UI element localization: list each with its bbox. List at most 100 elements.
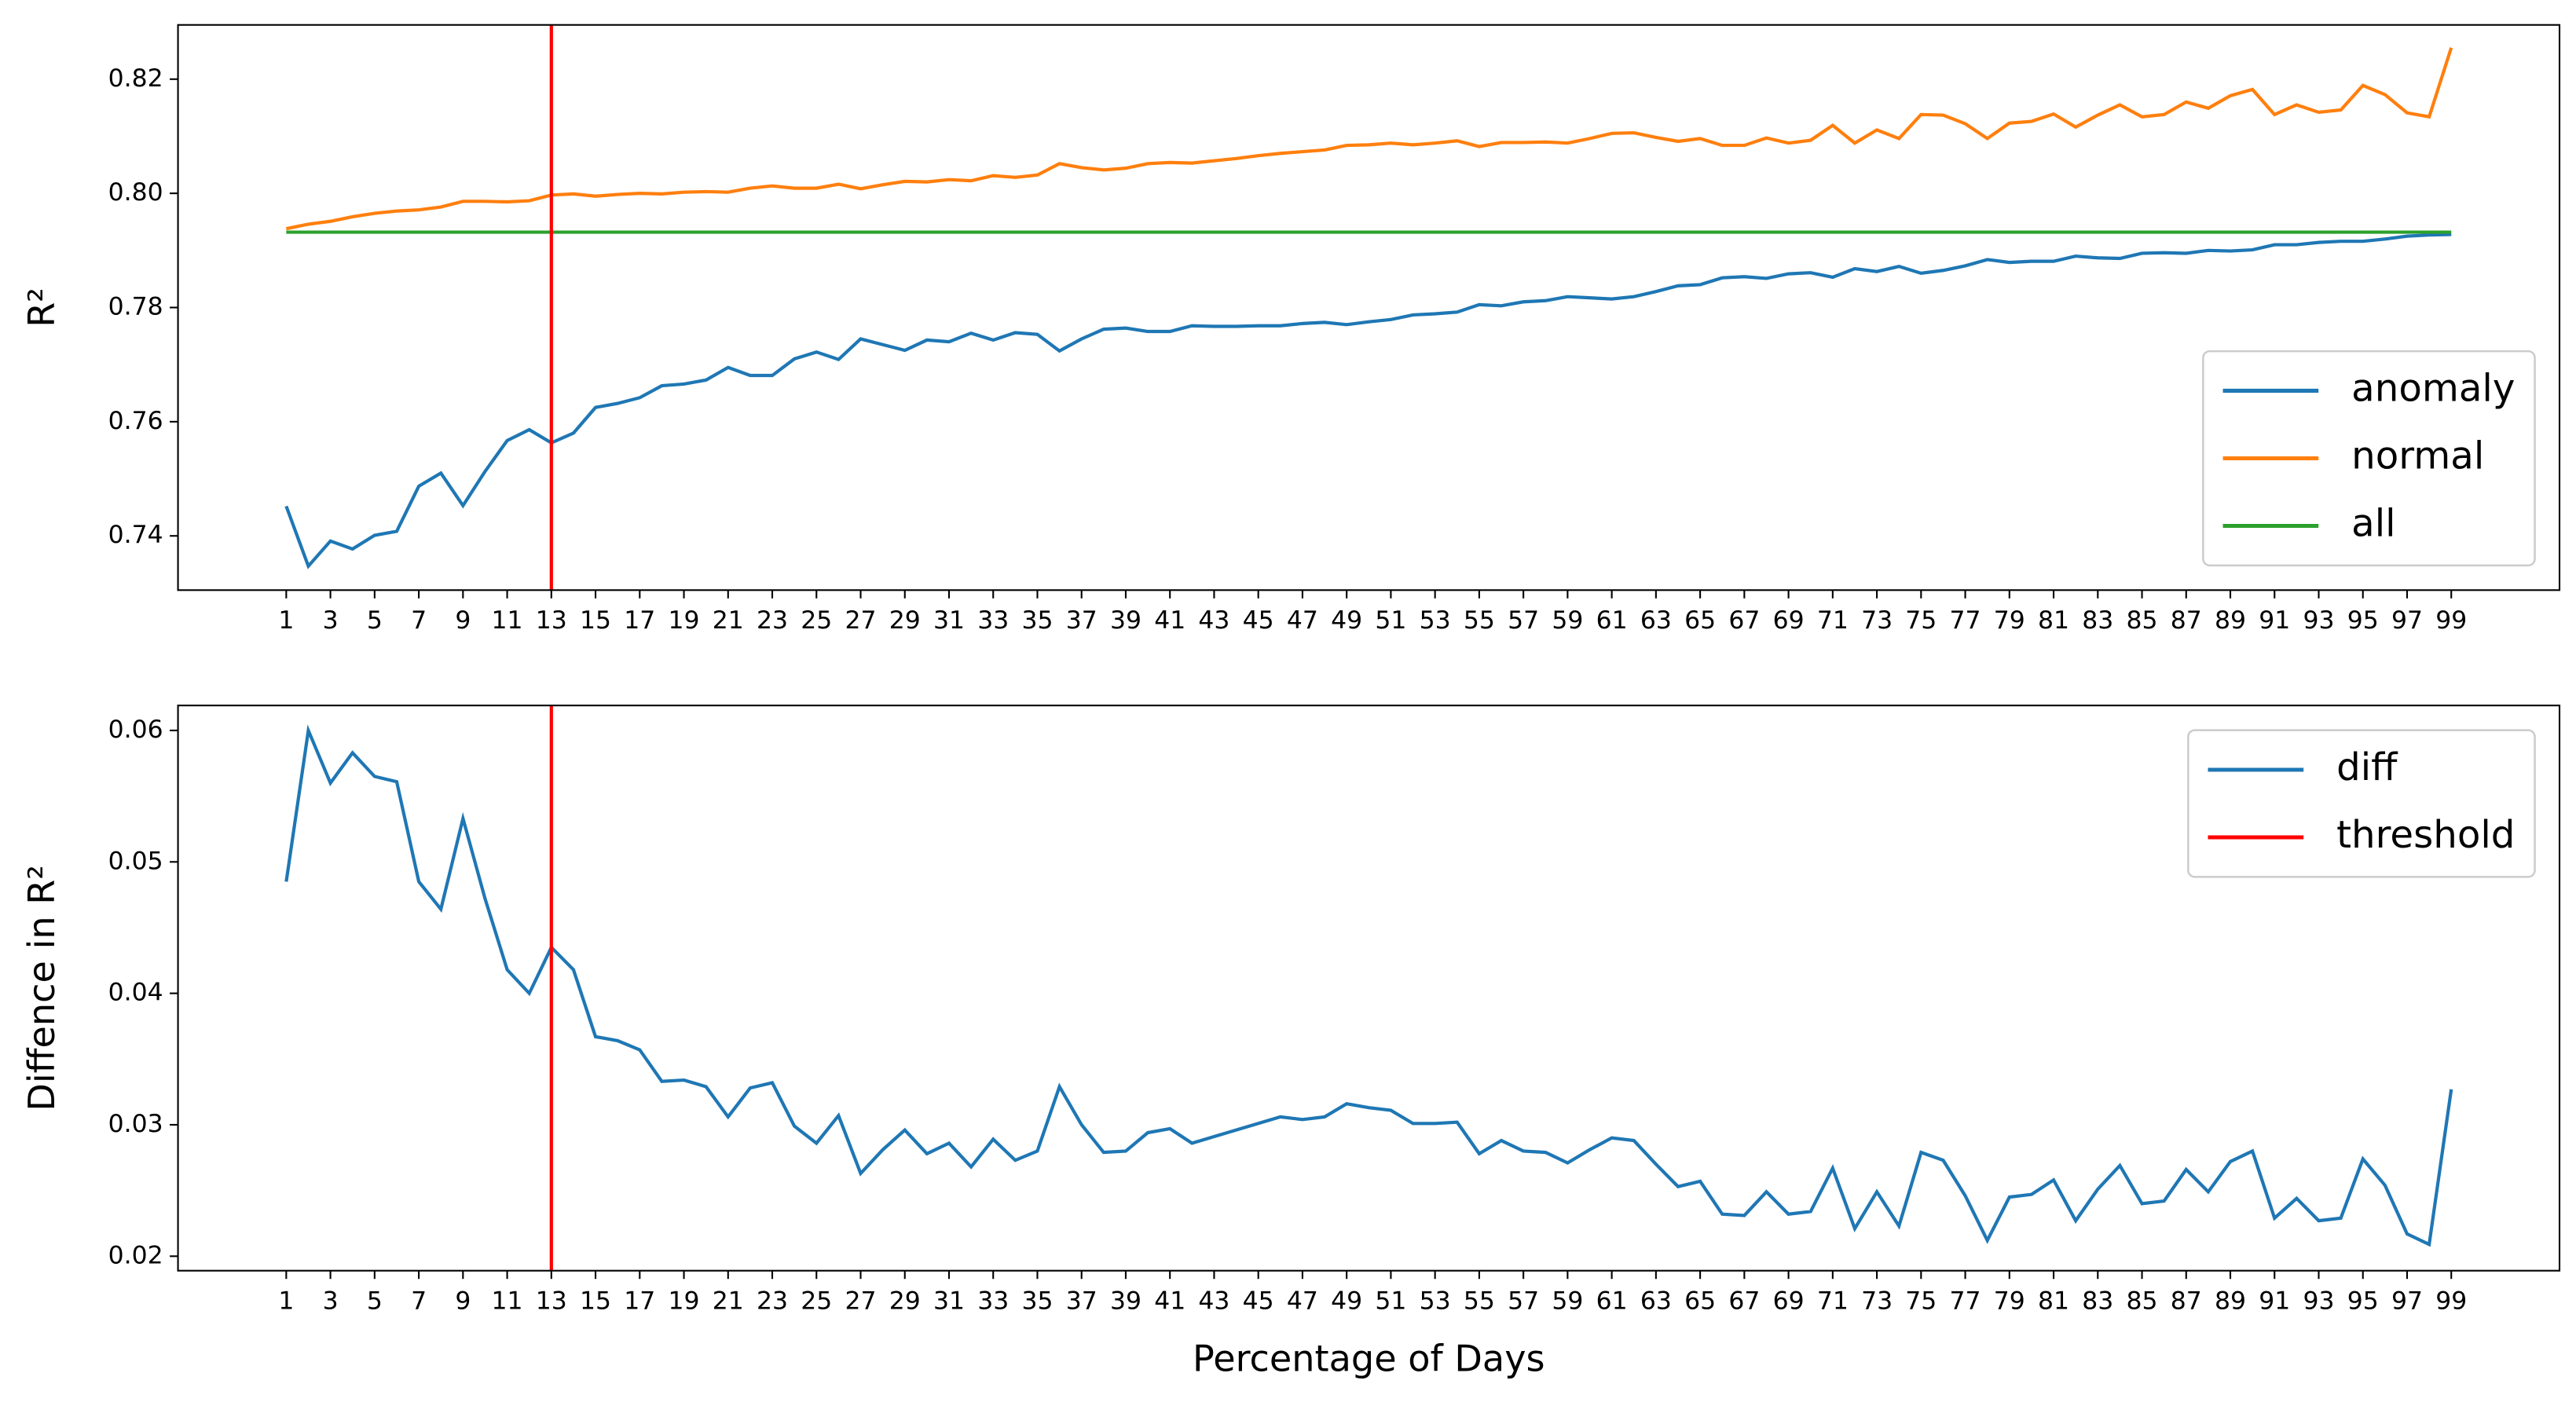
x-tick-label: 85: [2127, 606, 2158, 635]
x-tick-label: 63: [1640, 1287, 1672, 1316]
x-tick-label: 79: [1994, 606, 2025, 635]
x-tick-label: 5: [367, 1287, 383, 1316]
y-tick-label: 0.80: [108, 178, 163, 207]
axes-frame: [177, 705, 2561, 1272]
x-tick-label: 15: [580, 606, 611, 635]
x-tick-label: 55: [1464, 1287, 1495, 1316]
x-tick-label: 51: [1375, 606, 1406, 635]
x-tick-label: 69: [1773, 1287, 1805, 1316]
x-tick-label: 43: [1198, 1287, 1229, 1316]
x-tick-label: 71: [1817, 1287, 1849, 1316]
x-tick-label: 57: [1508, 606, 1539, 635]
legend-label: anomaly: [2351, 366, 2515, 410]
x-tick-label: 25: [801, 606, 832, 635]
x-tick-label: 73: [1861, 606, 1893, 635]
x-tick-label: 83: [2082, 606, 2113, 635]
x-tick-label: 57: [1508, 1287, 1539, 1316]
x-tick-label: 91: [2259, 606, 2290, 635]
x-tick-label: 19: [669, 1287, 700, 1316]
x-tick-label: 89: [2215, 606, 2246, 635]
x-tick-label: 11: [492, 606, 523, 635]
x-tick-label: 73: [1861, 1287, 1893, 1316]
y-axis-label: Diffence in R²: [20, 865, 63, 1111]
x-tick-label: 25: [801, 1287, 832, 1316]
legend-label: threshold: [2336, 813, 2515, 857]
x-tick-label: 31: [933, 1287, 965, 1316]
x-tick-label: 9: [455, 606, 471, 635]
x-tick-label: 61: [1596, 1287, 1628, 1316]
x-tick-label: 65: [1684, 606, 1716, 635]
x-tick-label: 27: [845, 606, 876, 635]
y-tick-label: 0.78: [108, 293, 163, 321]
x-tick-label: 55: [1464, 606, 1495, 635]
x-tick-label: 75: [1905, 606, 1937, 635]
x-tick-label: 45: [1243, 1287, 1274, 1316]
x-tick-label: 49: [1331, 1287, 1362, 1316]
x-tick-label: 81: [2038, 1287, 2069, 1316]
x-tick-label: 15: [580, 1287, 611, 1316]
legend-box: [2202, 350, 2536, 567]
x-tick-label: 33: [977, 606, 1009, 635]
x-tick-label: 91: [2259, 1287, 2290, 1316]
y-tick-label: 0.06: [108, 716, 163, 744]
x-tick-label: 13: [536, 606, 567, 635]
x-tick-label: 5: [367, 606, 383, 635]
legend: anomaly normal all: [2202, 350, 2536, 567]
x-tick-label: 37: [1066, 606, 1097, 635]
subplot: 0.020.030.040.050.061 3 5 7 9 11 13 15 17 19 21 23 2…: [20, 705, 2561, 1380]
x-tick-label: 45: [1243, 606, 1274, 635]
x-tick-label: 7: [411, 606, 427, 635]
x-tick-label: 41: [1154, 1287, 1185, 1316]
subplot: 0.740.760.780.800.821 3 5 7 9 11 13 15 17 19 21 23 2…: [20, 24, 2561, 635]
x-tick-label: 35: [1021, 606, 1053, 635]
x-tick-label: 13: [536, 1287, 567, 1316]
legend-label: diff: [2336, 745, 2398, 789]
x-tick-label: 17: [624, 1287, 655, 1316]
x-tick-label: 23: [757, 1287, 788, 1316]
x-tick-label: 69: [1773, 606, 1805, 635]
x-tick-label: 61: [1596, 606, 1628, 635]
x-tick-label: 29: [889, 606, 921, 635]
x-tick-label: 31: [933, 606, 965, 635]
y-tick-label: 0.76: [108, 407, 163, 435]
x-tick-label: 79: [1994, 1287, 2025, 1316]
data-line: [285, 47, 2453, 231]
x-tick-label: 59: [1552, 606, 1583, 635]
x-tick-label: 53: [1420, 1287, 1451, 1316]
x-tick-label: 47: [1287, 606, 1318, 635]
x-tick-label: 59: [1552, 1287, 1583, 1316]
x-tick-label: 19: [669, 606, 700, 635]
y-tick-label: 0.04: [108, 979, 163, 1007]
x-tick-label: 97: [2391, 606, 2423, 635]
x-tick-label: 89: [2215, 1287, 2246, 1316]
x-tick-label: 99: [2435, 1287, 2467, 1316]
x-tick-label: 93: [2303, 606, 2334, 635]
x-tick-label: 95: [2347, 606, 2379, 635]
y-tick-label: 0.82: [108, 64, 163, 93]
x-tick-label: 87: [2171, 1287, 2202, 1316]
y-tick-label: 0.03: [108, 1110, 163, 1138]
x-tick-label: 3: [323, 606, 339, 635]
x-tick-label: 95: [2347, 1287, 2379, 1316]
x-tick-label: 27: [845, 1287, 876, 1316]
x-tick-label: 41: [1154, 606, 1185, 635]
x-tick-label: 21: [713, 606, 744, 635]
x-tick-label: 53: [1420, 606, 1451, 635]
x-tick-label: 63: [1640, 606, 1672, 635]
x-tick-label: 9: [455, 1287, 471, 1316]
x-tick-label: 37: [1066, 1287, 1097, 1316]
x-tick-label: 1: [278, 606, 294, 635]
x-tick-label: 47: [1287, 1287, 1318, 1316]
x-tick-label: 51: [1375, 1287, 1406, 1316]
legend-label: normal: [2351, 434, 2484, 478]
x-tick-label: 39: [1110, 1287, 1141, 1316]
x-tick-label: 77: [1950, 1287, 1981, 1316]
x-tick-label: 23: [757, 606, 788, 635]
x-tick-label: 65: [1684, 1287, 1716, 1316]
data-line: [284, 233, 2452, 569]
x-tick-label: 29: [889, 1287, 921, 1316]
x-tick-label: 83: [2082, 1287, 2113, 1316]
y-tick-label: 0.05: [108, 847, 163, 875]
